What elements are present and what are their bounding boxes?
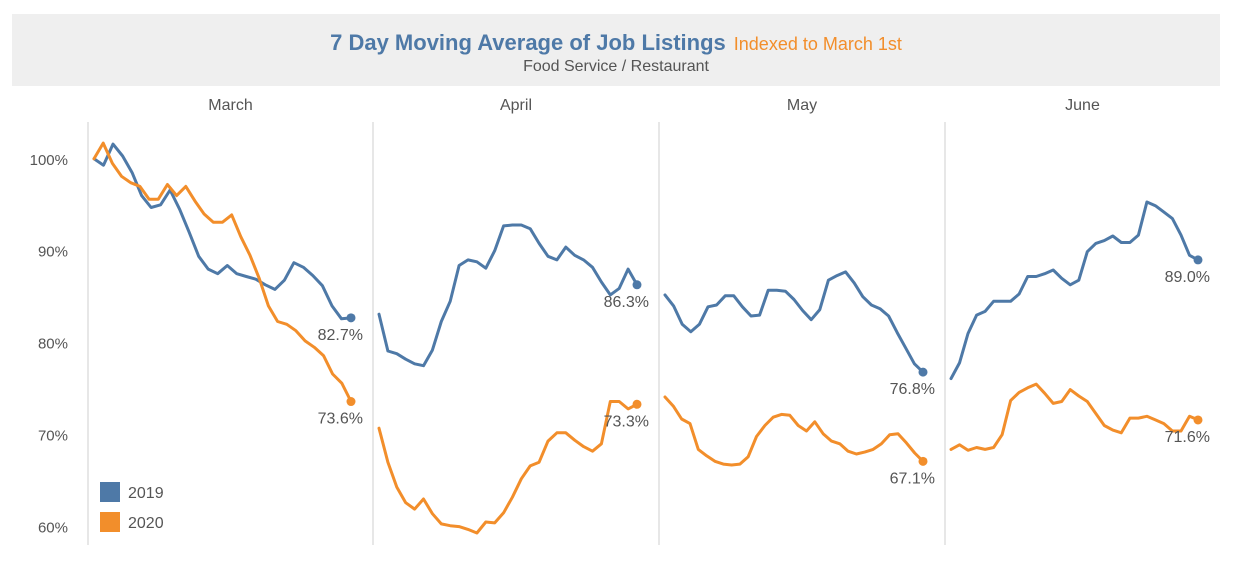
series-end-point-2019 xyxy=(918,367,928,377)
panel-month-label: June xyxy=(1065,97,1100,114)
y-tick-label: 60% xyxy=(38,520,68,537)
series-line-2019 xyxy=(377,223,639,368)
chart-title-accent: Indexed to March 1st xyxy=(733,34,902,54)
y-tick-label: 100% xyxy=(30,152,68,169)
end-value-label: 71.6% xyxy=(1165,429,1210,446)
chart-header: 7 Day Moving Average of Job Listings Inde… xyxy=(12,14,1220,86)
legend-swatch-2020 xyxy=(100,512,120,532)
end-value-label: 67.1% xyxy=(890,470,935,487)
series-end-point-2019 xyxy=(632,280,642,290)
legend-label: 2020 xyxy=(128,515,164,532)
panel-month-label: April xyxy=(500,97,532,114)
end-value-label: 86.3% xyxy=(604,294,649,311)
series-line-2020 xyxy=(377,400,639,535)
y-tick-label: 90% xyxy=(38,244,68,261)
end-value-label: 73.3% xyxy=(604,413,649,430)
title-line: 7 Day Moving Average of Job Listings Inde… xyxy=(12,28,1220,61)
series-end-point-2020 xyxy=(632,399,642,409)
end-value-label: 73.6% xyxy=(318,411,363,428)
chart-subtitle: Food Service / Restaurant xyxy=(523,58,709,75)
legend-label: 2019 xyxy=(128,485,164,502)
series-line-2019 xyxy=(92,142,353,321)
series-line-2020 xyxy=(92,141,353,403)
series-end-point-2020 xyxy=(346,397,356,407)
y-tick-label: 80% xyxy=(38,336,68,353)
end-value-label: 89.0% xyxy=(1165,269,1210,286)
end-value-label: 82.7% xyxy=(318,327,363,344)
panel-month-label: March xyxy=(208,97,252,114)
series-end-point-2020 xyxy=(918,456,928,466)
legend-swatch-2019 xyxy=(100,482,120,502)
series-end-point-2019 xyxy=(1193,255,1203,265)
chart-title: 7 Day Moving Average of Job Listings xyxy=(330,30,726,55)
series-end-point-2020 xyxy=(1193,415,1203,425)
series-line-2020 xyxy=(949,382,1200,452)
y-tick-label: 70% xyxy=(38,428,68,445)
panel-month-label: May xyxy=(787,97,817,114)
series-line-2019 xyxy=(663,270,925,374)
end-value-label: 76.8% xyxy=(890,381,935,398)
series-line-2020 xyxy=(663,395,925,467)
series-line-2019 xyxy=(949,200,1200,381)
series-end-point-2019 xyxy=(346,313,356,323)
